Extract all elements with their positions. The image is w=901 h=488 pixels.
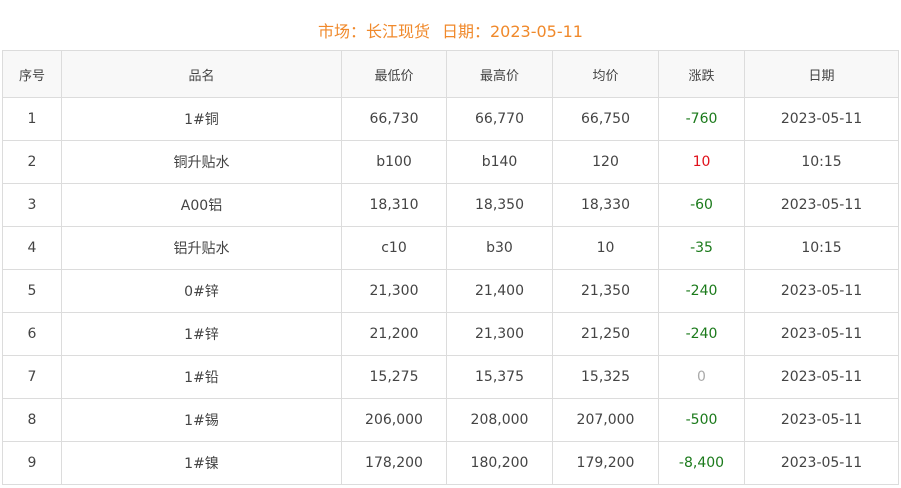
column-header: 日期 <box>744 50 899 98</box>
table-cell: 18,350 <box>446 183 553 227</box>
table-cell: 2023-05-11 <box>744 355 899 399</box>
price-table: 序号 品名 最低价 最高价 均价 涨跌 日期 1 1#铜 66,730 66,770 66,750-… <box>2 50 899 485</box>
table-row: 7 1#铅 15,275 15,375 15,325 0 2023-05-11 <box>2 355 899 399</box>
table-cell: 2023-05-11 <box>744 398 899 442</box>
table-cell: 15,325 <box>552 355 659 399</box>
table-cell: 2023-05-11 <box>744 312 899 356</box>
table-cell: 铜升贴水 <box>61 140 342 184</box>
table-row: 3 A00铝 18,310 18,350 18,330 -60 2023-05-11 <box>2 183 899 227</box>
table-row: 5 0#锌 21,300 21,400 21,350 -240 2023-05-11 <box>2 269 899 313</box>
table-cell: 10:15 <box>744 226 899 270</box>
column-header: 品名 <box>61 50 342 98</box>
table-cell: 21,250 <box>552 312 659 356</box>
table-cell: 207,000 <box>552 398 659 442</box>
table-cell: 0#锌 <box>61 269 342 313</box>
table-cell: 10 <box>552 226 659 270</box>
table-cell: 6 <box>2 312 62 356</box>
table-cell: -500 <box>658 398 745 442</box>
table-cell: -8,400 <box>658 441 745 485</box>
table-cell: A00铝 <box>61 183 342 227</box>
column-header: 均价 <box>552 50 659 98</box>
table-cell: 2023-05-11 <box>744 269 899 313</box>
column-header: 序号 <box>2 50 62 98</box>
table-cell: 66,770 <box>446 97 553 141</box>
table-cell: 8 <box>2 398 62 442</box>
column-header: 最高价 <box>446 50 553 98</box>
table-cell: -35 <box>658 226 745 270</box>
table-cell: 21,200 <box>341 312 447 356</box>
table-row: 2 铜升贴水 b100 b140 120 10 10:15 <box>2 140 899 184</box>
market-label: 市场：长江现货 <box>317 22 430 41</box>
table-row: 6 1#锌 21,200 21,300 21,250 -240 2023-05-11 <box>2 312 899 356</box>
table-cell: 3 <box>2 183 62 227</box>
table-cell: b30 <box>446 226 553 270</box>
table-cell: 206,000 <box>341 398 447 442</box>
table-cell: -760 <box>658 97 745 141</box>
table-cell: 21,350 <box>552 269 659 313</box>
table-cell: 5 <box>2 269 62 313</box>
table-cell: 10 <box>658 140 745 184</box>
table-cell: 208,000 <box>446 398 553 442</box>
table-cell: 120 <box>552 140 659 184</box>
table-cell: 1#铅 <box>61 355 342 399</box>
table-cell: 179,200 <box>552 441 659 485</box>
table-cell: c10 <box>341 226 447 270</box>
table-header: 序号 品名 最低价 最高价 均价 涨跌 日期 <box>2 50 899 98</box>
table-cell: 1#铜 <box>61 97 342 141</box>
table-cell: 2 <box>2 140 62 184</box>
table-row: 8 1#锡 206,000 208,000 207,000 -500 2023-05-11 <box>2 398 899 442</box>
table-cell: 66,730 <box>341 97 447 141</box>
table-cell: 21,300 <box>341 269 447 313</box>
table-cell: 180,200 <box>446 441 553 485</box>
table-cell: 18,330 <box>552 183 659 227</box>
date-label: 日期：2023-05-11 <box>442 22 583 41</box>
table-cell: b100 <box>341 140 447 184</box>
table-cell: 4 <box>2 226 62 270</box>
table-cell: 15,275 <box>341 355 447 399</box>
column-header: 最低价 <box>341 50 447 98</box>
table-cell: 7 <box>2 355 62 399</box>
table-cell: 18,310 <box>341 183 447 227</box>
table-cell: -240 <box>658 269 745 313</box>
table-cell: 178,200 <box>341 441 447 485</box>
table-cell: 1 <box>2 97 62 141</box>
table-row: 4 铝升贴水 c10 b30 10 -35 10:15 <box>2 226 899 270</box>
page-title: 市场：长江现货 日期：2023-05-11 <box>0 18 901 42</box>
table-cell: b140 <box>446 140 553 184</box>
table-cell: 21,300 <box>446 312 553 356</box>
table-row: 1 1#铜 66,730 66,770 66,750 -760 2023-05-11 <box>2 97 899 141</box>
table-cell: 66,750 <box>552 97 659 141</box>
table-cell: 10:15 <box>744 140 899 184</box>
table-cell: 2023-05-11 <box>744 441 899 485</box>
table-cell: 2023-05-11 <box>744 97 899 141</box>
table-cell: 铝升贴水 <box>61 226 342 270</box>
table-cell: 9 <box>2 441 62 485</box>
column-header: 涨跌 <box>658 50 745 98</box>
table-cell: 15,375 <box>446 355 553 399</box>
table-cell: 21,400 <box>446 269 553 313</box>
table-cell: 1#镍 <box>61 441 342 485</box>
table-cell: 1#锡 <box>61 398 342 442</box>
table-cell: -60 <box>658 183 745 227</box>
table-cell: -240 <box>658 312 745 356</box>
table-cell: 1#锌 <box>61 312 342 356</box>
table-cell: 2023-05-11 <box>744 183 899 227</box>
table-row: 9 1#镍 178,200 180,200 179,200 -8,400 2023-05-1… <box>2 441 899 485</box>
table-cell: 0 <box>658 355 745 399</box>
